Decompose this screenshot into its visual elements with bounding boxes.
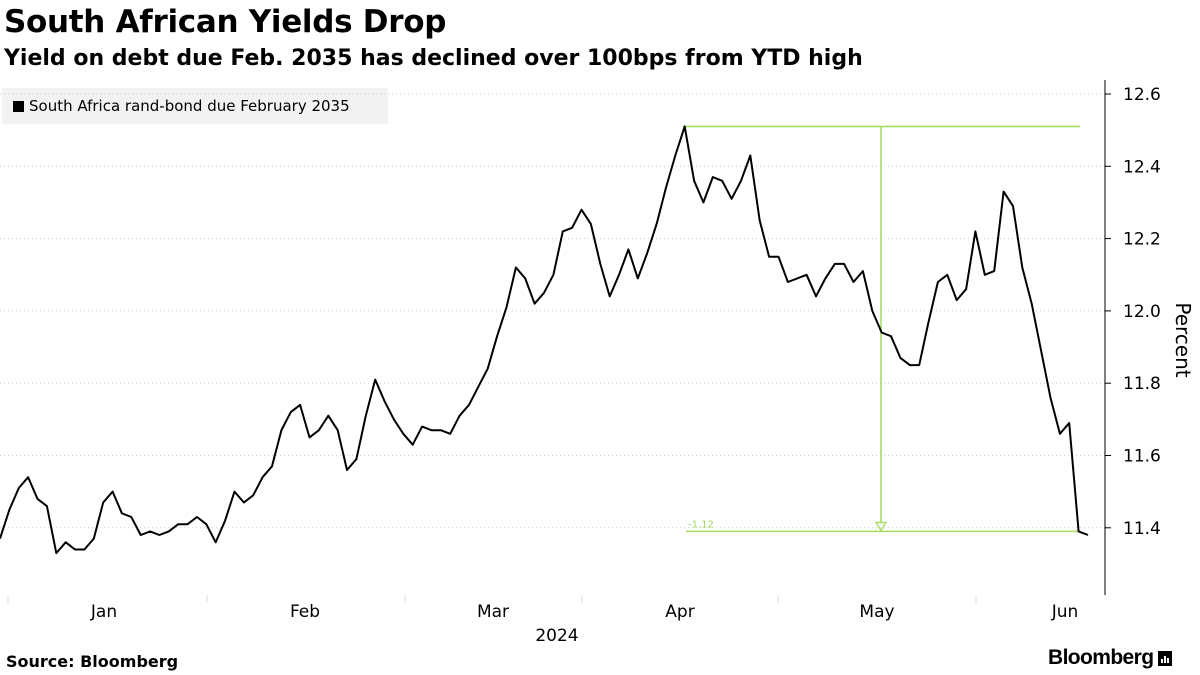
chart-title: South African Yields Drop [4, 4, 447, 40]
legend: South Africa rand-bond due February 2035 [2, 88, 388, 124]
bloomberg-wordmark: Bloomberg [1048, 646, 1154, 669]
y-tick-label: 12.6 [1123, 85, 1161, 105]
series-line [0, 125, 1089, 555]
y-tick-label: 12.2 [1123, 230, 1161, 250]
bloomberg-mark-icon [1158, 650, 1173, 666]
annotation-arrow-head [874, 521, 888, 532]
bloomberg-logo: Bloomberg [1048, 646, 1173, 670]
legend-label: South Africa rand-bond due February 2035 [29, 97, 350, 115]
y-tick-label: 12.0 [1123, 302, 1161, 322]
legend-swatch [13, 100, 24, 112]
chart-subtitle: Yield on debt due Feb. 2035 has declined… [4, 46, 863, 71]
x-tick-label: Jan [90, 602, 117, 622]
x-tick-label: Mar [477, 602, 509, 622]
x-tick-label: Feb [290, 602, 320, 622]
x-tick-label: Apr [665, 602, 694, 622]
annotation-label: -1.12 [688, 519, 714, 530]
y-axis-label: Percent [1171, 302, 1195, 377]
x-tick-label: May [859, 602, 894, 622]
y-tick-label: 12.4 [1123, 157, 1161, 177]
y-tick-label: 11.6 [1123, 447, 1161, 467]
y-tick-label: 11.4 [1123, 519, 1161, 539]
y-tick-label: 11.8 [1123, 374, 1161, 394]
x-year-label: 2024 [535, 626, 578, 646]
source-note: Source: Bloomberg [6, 652, 179, 671]
x-tick-label: Jun [1051, 602, 1079, 622]
